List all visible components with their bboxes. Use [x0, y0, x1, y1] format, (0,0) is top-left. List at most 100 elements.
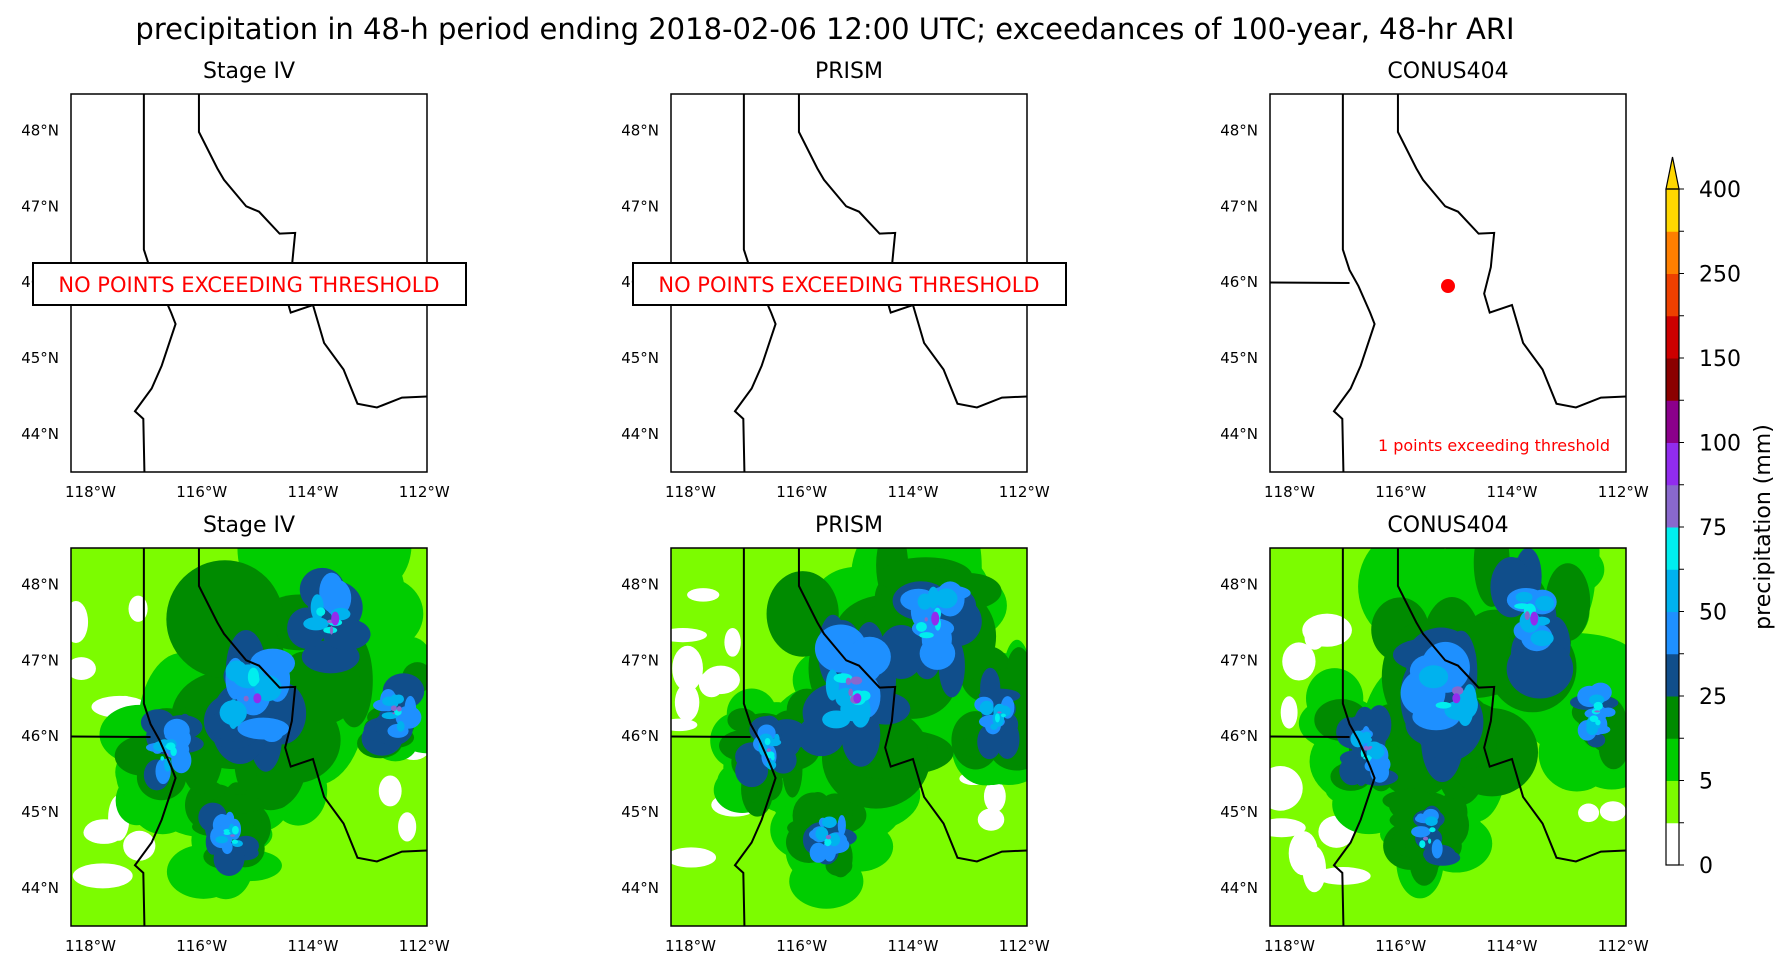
y-tick-label: 46°N [621, 727, 659, 745]
field-patch [1288, 831, 1319, 876]
field-patch [331, 611, 340, 626]
field-patch [1423, 836, 1429, 841]
x-tick-label: 112°W [999, 937, 1050, 955]
map-field [1270, 94, 1626, 472]
x-tick-label: 114°W [287, 937, 338, 955]
state-border [1396, 94, 1626, 409]
field-patch [850, 676, 863, 685]
field-patch [915, 621, 927, 632]
field-patch [215, 836, 228, 844]
x-tick-label: 118°W [1264, 483, 1315, 501]
x-tick-label: 116°W [176, 937, 227, 955]
y-tick-label: 44°N [621, 879, 659, 897]
field-patch [977, 808, 1005, 831]
field-patch [1599, 801, 1626, 822]
field-patch [398, 812, 417, 842]
field-patch [1594, 705, 1603, 710]
colorbar-segment [1666, 400, 1679, 443]
x-tick-label: 114°W [1486, 483, 1537, 501]
annotation-text: NO POINTS EXCEEDING THRESHOLD [58, 273, 439, 297]
field-patch [170, 747, 177, 756]
x-tick-label: 114°W [1486, 937, 1537, 955]
field-patch [1431, 839, 1443, 859]
panel-exceedance-prism: PRISM118°W116°W114°W112°W44°N45°N46°N47°… [621, 59, 1067, 501]
axes-frame [70, 547, 428, 927]
field-patch [243, 695, 249, 702]
field-patch [1280, 696, 1298, 729]
field-patch [223, 829, 230, 833]
field-patch [164, 731, 187, 741]
field-patch [396, 721, 405, 732]
field-patch [853, 693, 862, 704]
field-patch [994, 713, 1000, 723]
colorbar-extend-arrow [1665, 156, 1680, 190]
state-border [733, 548, 777, 926]
field-patch [878, 624, 925, 680]
y-tick-label: 47°N [21, 197, 59, 215]
field-patch [672, 645, 703, 692]
state-border [1332, 94, 1376, 472]
field-patch [837, 815, 846, 836]
field-patch [927, 586, 939, 609]
field-patch [1418, 665, 1449, 689]
field-patch [237, 717, 290, 740]
colorbar-tick-label: 400 [1699, 178, 1741, 203]
map-field [71, 548, 427, 926]
field-patch [396, 706, 402, 712]
colorbar-segment [1666, 696, 1679, 739]
field-patch [393, 694, 405, 704]
axes-frame [1269, 547, 1627, 927]
y-tick-label: 48°N [21, 121, 59, 139]
field-patch [1000, 713, 1006, 718]
field-patch [919, 632, 934, 639]
field-patch [825, 834, 832, 840]
field-patch [71, 600, 89, 644]
y-tick-label: 45°N [621, 803, 659, 821]
colorbar-segment [1666, 189, 1679, 232]
x-tick-label: 118°W [65, 937, 116, 955]
y-tick-label: 47°N [1220, 651, 1258, 669]
field-patch [253, 693, 262, 704]
colorbar-segment [1666, 484, 1679, 528]
y-tick-label: 44°N [21, 879, 59, 897]
state-border [797, 548, 1027, 863]
colorbar-segment [1666, 442, 1679, 486]
y-tick-label: 48°N [621, 121, 659, 139]
colorbar-segment [1666, 780, 1679, 824]
x-tick-label: 116°W [176, 483, 227, 501]
y-tick-label: 44°N [21, 425, 59, 443]
x-tick-label: 112°W [399, 937, 450, 955]
field-patch [71, 657, 96, 680]
field-patch [1530, 611, 1539, 626]
state-border [797, 94, 1027, 409]
field-patch [1535, 595, 1555, 612]
field-patch [1368, 745, 1373, 749]
field-patch [329, 626, 334, 635]
state-border [71, 735, 151, 738]
field-patch [390, 705, 397, 712]
field-patch [1302, 613, 1352, 647]
field-patch [1369, 745, 1385, 759]
field-patch [1270, 818, 1306, 838]
y-tick-label: 45°N [21, 803, 59, 821]
field-patch [979, 700, 994, 716]
y-tick-label: 44°N [1220, 425, 1258, 443]
x-tick-label: 114°W [887, 483, 938, 501]
colorbar-segment [1666, 822, 1679, 866]
field-patch [247, 667, 260, 687]
state-border [133, 548, 177, 926]
field-patch [1452, 686, 1464, 696]
field-patch [153, 741, 169, 752]
field-patch [72, 863, 133, 889]
field-patch [1515, 591, 1533, 603]
colorbar-tick-label: 25 [1699, 685, 1727, 710]
colorbar-segment [1666, 527, 1679, 570]
field-patch [1282, 642, 1316, 681]
state-border [1270, 735, 1350, 738]
y-tick-label: 45°N [1220, 803, 1258, 821]
field-patch [1364, 747, 1371, 750]
y-tick-label: 46°N [21, 727, 59, 745]
x-tick-label: 112°W [399, 483, 450, 501]
panel-title: PRISM [815, 59, 883, 84]
x-tick-label: 118°W [665, 937, 716, 955]
